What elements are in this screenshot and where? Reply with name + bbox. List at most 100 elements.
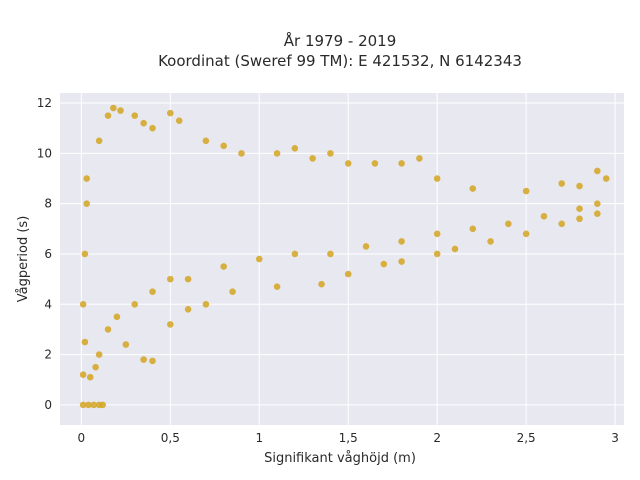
y-tick-label: 10 bbox=[37, 146, 52, 160]
scatter-point bbox=[576, 205, 583, 212]
scatter-point bbox=[140, 119, 147, 127]
x-tick-label: 2 bbox=[433, 431, 441, 445]
scatter-point bbox=[238, 150, 245, 157]
scatter-point bbox=[505, 220, 512, 228]
scatter-point bbox=[291, 145, 299, 152]
scatter-point bbox=[104, 112, 112, 119]
y-tick-label: 2 bbox=[44, 348, 52, 362]
scatter-point bbox=[522, 187, 530, 195]
scatter-point bbox=[149, 288, 156, 295]
scatter-point bbox=[79, 300, 87, 308]
y-axis-ticks: 0 2 4 6 8 10 12 bbox=[37, 96, 52, 412]
scatter-point bbox=[371, 160, 379, 167]
scatter-point bbox=[92, 363, 99, 371]
scatter-point bbox=[175, 117, 183, 124]
scatter-point bbox=[327, 150, 334, 157]
scatter-point bbox=[451, 245, 459, 253]
x-tick-label: 1 bbox=[255, 431, 263, 445]
x-tick-label: 0,5 bbox=[161, 431, 180, 445]
scatter-point bbox=[558, 220, 566, 228]
scatter-point bbox=[81, 338, 89, 346]
scatter-point bbox=[398, 160, 405, 167]
scatter-point bbox=[81, 250, 89, 258]
scatter-point bbox=[576, 182, 583, 190]
scatter-point bbox=[167, 109, 174, 117]
scatter-point bbox=[522, 230, 530, 238]
scatter-point bbox=[202, 300, 210, 308]
x-tick-label: 2,5 bbox=[517, 431, 536, 445]
scatter-point bbox=[79, 401, 87, 409]
x-axis-ticks: 0 0,5 1 1,5 2 2,5 3 bbox=[78, 431, 619, 445]
scatter-point bbox=[433, 230, 441, 238]
scatter-point bbox=[594, 200, 601, 207]
scatter-point bbox=[540, 212, 548, 220]
y-tick-label: 8 bbox=[44, 197, 52, 211]
scatter-point bbox=[469, 225, 477, 233]
scatter-point bbox=[117, 107, 124, 114]
scatter-point bbox=[113, 313, 121, 321]
scatter-point bbox=[131, 300, 139, 308]
scatter-point bbox=[83, 200, 90, 207]
data-points bbox=[79, 104, 610, 409]
scatter-point bbox=[79, 371, 87, 378]
y-tick-label: 6 bbox=[44, 247, 52, 261]
x-tick-label: 3 bbox=[611, 431, 619, 445]
scatter-point bbox=[380, 260, 388, 268]
scatter-point bbox=[149, 357, 156, 365]
y-tick-label: 4 bbox=[44, 297, 52, 311]
scatter-point bbox=[469, 185, 477, 192]
grid-lines bbox=[60, 93, 624, 425]
scatter-point bbox=[122, 341, 130, 348]
scatter-point bbox=[344, 160, 352, 167]
scatter-point bbox=[140, 356, 147, 363]
scatter-point bbox=[85, 401, 92, 409]
scatter-point bbox=[229, 288, 236, 295]
scatter-point bbox=[104, 326, 112, 333]
x-axis-title: Signifikant våghöjd (m) bbox=[264, 451, 416, 466]
x-tick-label: 0 bbox=[78, 431, 86, 445]
scatter-point bbox=[576, 215, 583, 223]
scatter-point bbox=[83, 175, 90, 182]
scatter-point bbox=[487, 238, 494, 245]
scatter-point bbox=[398, 238, 405, 245]
scatter-point bbox=[602, 175, 610, 182]
y-axis-title: Vågperiod (s) bbox=[16, 216, 31, 303]
scatter-point bbox=[362, 243, 370, 250]
scatter-point bbox=[184, 275, 192, 283]
scatter-point bbox=[167, 321, 174, 328]
scatter-point bbox=[255, 255, 263, 263]
scatter-point bbox=[202, 137, 210, 145]
scatter-point bbox=[309, 155, 316, 162]
scatter-point bbox=[318, 280, 325, 288]
scatter-point bbox=[594, 210, 601, 218]
scatter-point bbox=[110, 104, 117, 112]
scatter-point bbox=[220, 142, 227, 150]
scatter-point bbox=[344, 270, 352, 278]
scatter-point bbox=[327, 250, 334, 258]
scatter-point bbox=[594, 167, 601, 175]
scatter-point bbox=[273, 283, 281, 290]
scatter-point bbox=[273, 150, 281, 157]
x-tick-label: 1,5 bbox=[339, 431, 358, 445]
scatter-point bbox=[90, 401, 98, 409]
scatter-point bbox=[398, 258, 405, 265]
y-tick-label: 0 bbox=[44, 398, 52, 412]
scatter-point bbox=[220, 263, 227, 270]
scatter-point bbox=[291, 250, 299, 258]
plot-area bbox=[60, 93, 624, 425]
scatter-point bbox=[167, 275, 174, 283]
scatter-point bbox=[433, 175, 441, 182]
scatter-point bbox=[86, 373, 94, 381]
scatter-point bbox=[131, 112, 139, 119]
chart-title-line-2: Koordinat (Sweref 99 TM): E 421532, N 61… bbox=[158, 52, 522, 70]
scatter-point bbox=[95, 351, 103, 358]
y-tick-label: 12 bbox=[37, 96, 52, 110]
scatter-point bbox=[184, 306, 192, 313]
scatter-point bbox=[99, 401, 107, 409]
chart-title-line-1: År 1979 - 2019 bbox=[284, 31, 397, 50]
scatter-point bbox=[149, 124, 156, 132]
scatter-point bbox=[558, 180, 566, 187]
scatter-point bbox=[433, 250, 441, 258]
